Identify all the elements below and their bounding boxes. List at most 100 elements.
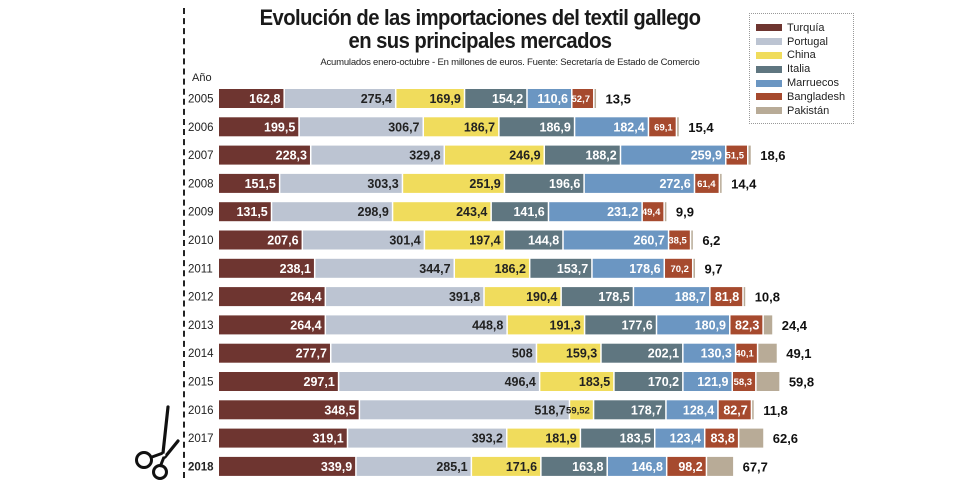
bar-segment-pakistan-2015	[756, 372, 780, 391]
data-label-china: 169,9	[429, 92, 460, 106]
bar-segment-bangladesh-2017	[705, 428, 738, 448]
data-label-marruecos: 231,2	[607, 205, 638, 219]
bar-segment-turquia-2015	[219, 372, 338, 391]
data-label-portugal: 329,8	[409, 149, 440, 163]
legend-item-turquia: Turquía	[756, 21, 853, 35]
legend-swatch	[756, 24, 782, 32]
legend-item-bangladesh: Bangladesh	[756, 90, 853, 104]
data-label-turquia: 228,3	[276, 149, 307, 163]
legend-swatch	[756, 38, 782, 46]
data-label-marruecos: 121,9	[697, 375, 728, 389]
data-label-italia: 178,5	[598, 290, 629, 304]
legend-label: Turquía	[787, 21, 825, 34]
bar-segment-china-2012	[484, 287, 561, 307]
legend-swatch	[756, 79, 782, 87]
data-label-portugal: 393,2	[472, 432, 503, 446]
data-label-pakistan: 62,6	[773, 431, 798, 446]
bar-segment-bangladesh-2016	[718, 400, 751, 420]
chart-subtitle: Acumulados enero-octubre - En millones d…	[320, 57, 700, 68]
data-label-marruecos: 128,4	[683, 403, 714, 417]
data-label-china: 246,9	[509, 149, 540, 163]
data-label-bangladesh: 52,7	[572, 94, 591, 105]
data-label-bangladesh: 82,7	[723, 403, 747, 417]
year-label: 2014	[188, 348, 214, 360]
data-label-italia: 202,1	[648, 347, 679, 361]
bar-segment-marruecos-2015	[683, 372, 732, 391]
cut-dashed-line	[183, 8, 185, 478]
year-label: 2008	[188, 178, 214, 190]
bar-segment-portugal-2005	[284, 89, 395, 108]
data-label-italia: 153,7	[557, 262, 588, 276]
data-label-marruecos: 130,3	[701, 347, 732, 361]
bar-segment-china-2010	[425, 230, 504, 250]
bar-segment-bangladesh-2012	[710, 287, 743, 307]
chart-title-line2: en sus principales mercados	[348, 28, 613, 53]
data-label-portugal: 285,1	[436, 460, 467, 474]
bar-segment-turquia-2018	[219, 456, 356, 476]
bar-segment-china-2016	[570, 400, 593, 420]
bar-segment-turquia-2008	[219, 173, 279, 193]
data-label-china: 183,5	[579, 375, 610, 389]
bar-segment-china-2008	[403, 173, 504, 193]
legend-item-portugal: Portugal	[756, 35, 853, 49]
data-label-marruecos: 146,8	[632, 460, 663, 474]
data-label-china: 186,2	[495, 262, 526, 276]
bar-segment-italia-2012	[561, 287, 633, 307]
year-label: 2018	[188, 461, 214, 473]
legend-label: Pakistán	[787, 104, 830, 117]
bar-segment-china-2011	[455, 258, 529, 278]
bar-segment-pakistan-2018	[707, 456, 734, 476]
data-label-bangladesh: 98,2	[678, 460, 702, 474]
data-label-marruecos: 188,7	[675, 290, 706, 304]
bar-segment-portugal-2007	[311, 145, 444, 165]
bar-segment-bangladesh-2008	[695, 173, 719, 193]
data-label-turquia: 238,1	[280, 262, 311, 276]
year-label: 2006	[188, 122, 214, 134]
year-label: 2013	[188, 320, 214, 332]
data-label-bangladesh: 82,3	[735, 318, 759, 332]
legend-label: Marruecos	[787, 77, 839, 90]
data-label-turquia: 264,4	[290, 318, 321, 332]
bar-segment-portugal-2015	[339, 372, 539, 391]
data-label-turquia: 207,6	[267, 234, 298, 248]
bar-segment-italia-2009	[491, 202, 548, 222]
data-label-portugal: 518,7	[534, 403, 565, 417]
year-label: 2007	[188, 150, 214, 162]
chart-title: Evolución de las importaciones del texti…	[250, 6, 710, 52]
data-label-marruecos: 260,7	[634, 234, 665, 248]
bar-segment-pakistan-2017	[739, 428, 764, 448]
bar-segment-bangladesh-2009	[642, 202, 664, 222]
data-label-italia: 196,6	[549, 177, 580, 191]
bar-segment-turquia-2005	[219, 89, 284, 108]
bar-segment-bangladesh-2018	[667, 456, 706, 476]
data-label-portugal: 496,4	[505, 375, 536, 389]
data-label-pakistan: 6,2	[702, 233, 720, 248]
bar-segment-bangladesh-2011	[665, 258, 692, 278]
data-label-turquia: 162,8	[249, 92, 280, 106]
bar-segment-italia-2018	[541, 456, 607, 476]
bar-segment-pakistan-2014	[758, 343, 777, 363]
bar-segment-italia-2014	[601, 343, 683, 363]
legend-label: Bangladesh	[787, 90, 846, 103]
data-label-pakistan: 24,4	[782, 318, 808, 333]
bar-segment-marruecos-2008	[584, 173, 694, 193]
legend: Turquía Portugal China Italia Marruecos …	[749, 13, 854, 124]
bar-segment-marruecos-2018	[607, 456, 666, 476]
data-label-pakistan: 18,6	[760, 148, 785, 163]
data-label-marruecos: 178,6	[629, 262, 660, 276]
year-label: 2017	[188, 433, 214, 445]
legend-swatch	[756, 65, 782, 73]
bar-segment-portugal-2006	[299, 117, 423, 137]
year-label: 2015	[188, 377, 214, 389]
bar-segment-bangladesh-2013	[730, 315, 763, 335]
data-label-bangladesh: 38,5	[668, 236, 687, 247]
bar-segment-portugal-2016	[360, 400, 569, 420]
data-label-bangladesh: 69,1	[654, 122, 673, 133]
bar-segment-portugal-2008	[280, 173, 402, 193]
bar-segment-turquia-2006	[219, 117, 299, 137]
bar-segment-turquia-2013	[219, 315, 325, 335]
data-label-pakistan: 14,4	[731, 176, 757, 191]
data-label-bangladesh: 61,4	[697, 179, 716, 190]
data-label-turquia: 264,4	[290, 290, 321, 304]
